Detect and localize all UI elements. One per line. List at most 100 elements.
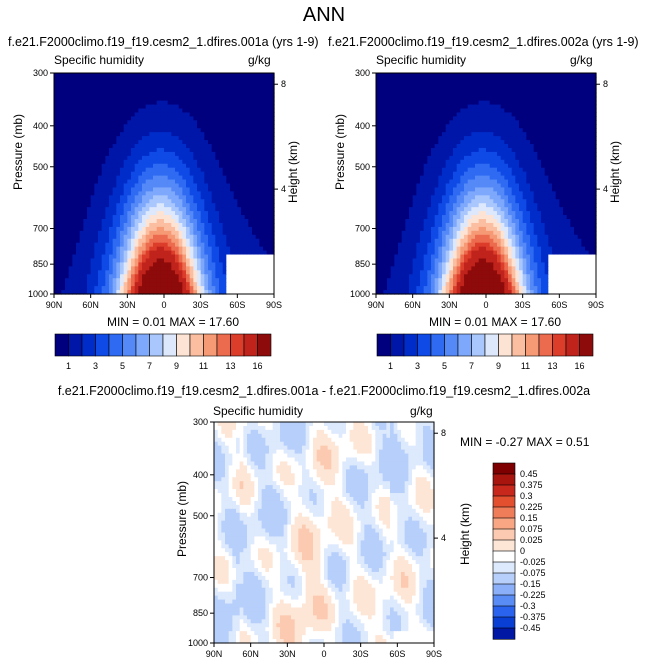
panel1-cell	[186, 155, 191, 161]
panel1-cell	[167, 274, 172, 279]
panel1-cell	[156, 167, 161, 173]
panel2-cell	[486, 104, 491, 110]
panel2-cell	[449, 132, 454, 137]
panel2-cell	[537, 96, 542, 102]
panel1-cell	[237, 155, 242, 161]
panel1-cell	[193, 159, 198, 165]
panel2-cell	[581, 84, 586, 90]
panel1-cell	[134, 179, 139, 185]
panel1-cell	[101, 278, 106, 283]
panel1-cell	[123, 246, 128, 252]
panel1-cell	[68, 262, 73, 267]
panel1-cell	[208, 258, 213, 264]
panel1-cell	[226, 258, 231, 264]
panel1-cell	[98, 290, 103, 295]
panel2-cell	[504, 124, 509, 129]
panel1-cell	[233, 112, 238, 118]
panel1-cell	[57, 219, 62, 224]
panel1-cell	[186, 132, 191, 137]
panel1-cell	[131, 215, 136, 220]
panel1-cell	[98, 286, 103, 291]
panel1-cell	[226, 84, 231, 90]
panel1-cell	[244, 100, 249, 106]
panel1-cell	[79, 187, 84, 192]
panel1-cell	[131, 187, 136, 192]
panel1-cell	[87, 179, 92, 185]
panel1-cell	[189, 219, 194, 224]
panel1-cell	[116, 171, 121, 177]
panel2-cell	[585, 112, 590, 118]
panel1-cell	[156, 151, 161, 157]
panel1-cell	[204, 187, 209, 192]
panel2-cell	[449, 112, 454, 118]
panel2-cell	[453, 104, 458, 110]
panel2-cell	[482, 132, 487, 137]
panel2-cell	[511, 104, 516, 110]
panel1-cell	[65, 167, 70, 173]
panel2-cell	[464, 159, 469, 165]
panel1-cell	[116, 151, 121, 157]
panel1-cell	[134, 84, 139, 90]
panel1-cell	[266, 258, 271, 264]
panel1-cell	[120, 226, 125, 232]
panel1-cell	[149, 250, 154, 256]
panel1-cell	[230, 187, 235, 192]
panel2-cell	[442, 96, 447, 102]
panel1-cell	[186, 88, 191, 94]
panel1-cell	[156, 199, 161, 204]
panel2-cell	[416, 144, 421, 149]
panel2-cell	[401, 159, 406, 165]
panel2-cell	[522, 124, 527, 129]
panel1-cell	[248, 258, 253, 264]
panel1-cell	[68, 246, 73, 252]
panel1-cell	[105, 246, 110, 252]
panel1-cell	[54, 104, 59, 110]
panel1-cell	[153, 219, 158, 224]
panel1-cell	[138, 258, 143, 264]
panel1-cell	[167, 282, 172, 287]
panel1-cell	[116, 88, 121, 94]
panel2-cell	[552, 88, 557, 94]
panel1-cell	[160, 163, 165, 169]
panel1-cell	[164, 132, 169, 137]
panel1-cell	[252, 286, 257, 291]
panel1-cell	[215, 140, 220, 145]
panel1-cell	[76, 222, 81, 228]
panel2-cell	[416, 155, 421, 161]
panel2-cell	[570, 84, 575, 90]
panel2-cell	[585, 73, 590, 78]
panel2-cell	[508, 159, 513, 165]
panel1-cell	[171, 179, 176, 185]
panel2-cell	[592, 120, 597, 125]
panel2-cell	[493, 104, 498, 110]
panel1-cell	[90, 116, 95, 121]
panel1-cell	[109, 266, 114, 271]
panel1-cell	[160, 203, 165, 208]
panel1-cell	[233, 254, 238, 260]
panel1-cell	[252, 215, 257, 220]
panel1-cell	[182, 238, 187, 244]
panel1-cell	[204, 116, 209, 121]
panel2-cell	[449, 175, 454, 181]
panel1-cell	[116, 258, 121, 264]
panel1-cell	[156, 104, 161, 110]
panel2-cell	[449, 73, 454, 78]
panel2-cell	[563, 124, 568, 129]
panel1-cell	[200, 136, 205, 141]
panel2-cell	[405, 155, 410, 161]
panel1-cell	[193, 92, 198, 98]
panel1-cell	[204, 290, 209, 295]
panel2-cell	[522, 112, 527, 118]
panel1-cell	[259, 254, 264, 260]
panel1-cell	[237, 128, 242, 133]
panel2-cell	[438, 104, 443, 110]
panel1-cell	[98, 195, 103, 200]
panel2-cell	[563, 116, 568, 121]
panel1-cell	[263, 183, 268, 189]
panel2-cell	[434, 159, 439, 165]
panel1-cell	[98, 144, 103, 149]
panel1-cell	[153, 266, 158, 271]
panel2-cell	[552, 144, 557, 149]
panel1-xtick-label: 60S	[229, 300, 245, 310]
